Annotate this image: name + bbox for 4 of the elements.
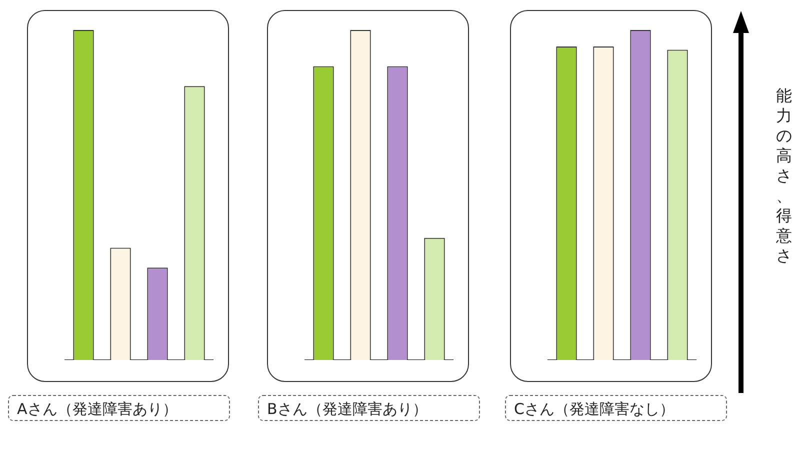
x-axis-title: Cさん（発達障害なし）	[505, 395, 727, 421]
x-axis-title: Aさん（発達障害あり）	[8, 395, 230, 421]
text: 能力の高さ、得意さ	[776, 86, 792, 265]
x-axis-title: Bさん（発達障害あり）	[258, 395, 480, 421]
